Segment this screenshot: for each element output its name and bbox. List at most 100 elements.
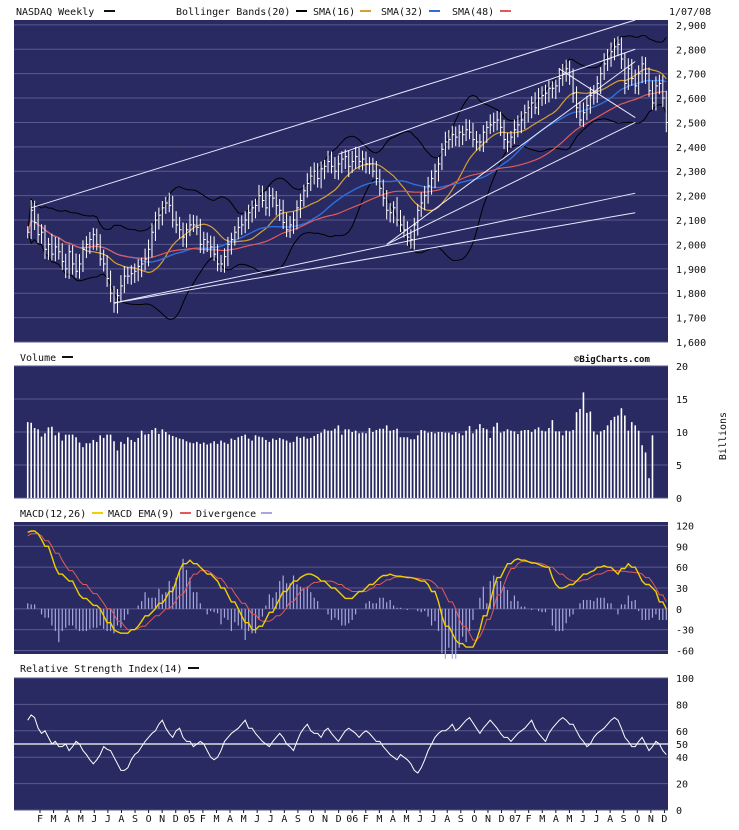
y-tick-label: -30 (676, 626, 694, 637)
x-tick-label: D (173, 814, 179, 825)
y-tick-label: 100 (676, 674, 694, 685)
y-tick-label: 1,600 (676, 338, 706, 349)
sma16-label: SMA(16) (313, 7, 355, 18)
x-tick-label: O (308, 814, 314, 825)
macd-panel: -60 -30 0 30 60 90 120 MACD(12,26) MACD EMA(9)… (14, 509, 694, 659)
x-tick-label: J (580, 814, 586, 825)
x-tick-label: M (376, 814, 382, 825)
x-tick-label: M (241, 814, 247, 825)
rsi-axis: 0 20 40 50 60 80 100 (676, 674, 694, 817)
price-bars (27, 36, 669, 314)
y-tick-label: 60 (676, 563, 688, 574)
y-tick-label: 30 (676, 584, 688, 595)
macd-line (27, 530, 667, 648)
volume-panel: 0 5 10 15 20 Volume ©BigCharts.com Billions (14, 353, 729, 505)
volume-swatch (62, 356, 73, 358)
y-tick-label: 5 (676, 461, 682, 472)
y-tick-label: 0 (676, 494, 682, 505)
x-tick-label: J (105, 814, 111, 825)
x-tick-label: N (159, 814, 165, 825)
x-tick-label: S (295, 814, 301, 825)
y-tick-label: 2,900 (676, 21, 706, 32)
sma48-line (27, 90, 667, 259)
x-tick-label: J (594, 814, 600, 825)
y-tick-label: 1,700 (676, 314, 706, 325)
x-tick-label: A (553, 814, 559, 825)
x-tick-label: M (566, 814, 572, 825)
x-tick-label: D (499, 814, 505, 825)
x-tick-label: A (444, 814, 450, 825)
price-grid (14, 24, 668, 343)
macd-swatch (92, 512, 103, 514)
x-tick-label: J (268, 814, 274, 825)
chart-title: NASDAQ Weekly (16, 7, 94, 18)
y-tick-label: 0 (676, 605, 682, 616)
rsi-lines (14, 714, 668, 774)
sma16-swatch (360, 10, 371, 12)
macd-lines (27, 530, 667, 648)
x-axis-labels: F M A M J J A S O N D 05 F M A M J J A S O N D 06 F M A M J J A S O N D 07 F… (37, 810, 667, 825)
y-tick-label: 1,800 (676, 289, 706, 300)
x-tick-label: O (146, 814, 152, 825)
x-tick-label: D (661, 814, 667, 825)
macd-title: MACD(12,26) (20, 509, 86, 520)
x-tick-label: 07 (509, 814, 521, 825)
macd-axis: -60 -30 0 30 60 90 120 (676, 521, 694, 657)
divergence-label: Divergence (196, 509, 256, 520)
y-tick-label: 20 (676, 780, 688, 791)
x-tick-label: J (431, 814, 437, 825)
bollinger-label: Bollinger Bands(20) (176, 7, 290, 18)
bollinger-lower-line (27, 103, 667, 320)
x-tick-label: M (213, 814, 219, 825)
x-tick-label: M (51, 814, 57, 825)
x-tick-label: J (254, 814, 260, 825)
sma48-label: SMA(48) (452, 7, 494, 18)
x-tick-label: A (281, 814, 287, 825)
divergence-swatch (261, 512, 272, 514)
x-tick-label: S (458, 814, 464, 825)
y-tick-label: 2,200 (676, 192, 706, 203)
x-tick-label: J (91, 814, 97, 825)
x-tick-label: F (363, 814, 369, 825)
y-tick-label: 1,900 (676, 265, 706, 276)
x-tick-label: M (78, 814, 84, 825)
macd-grid (14, 524, 668, 652)
y-tick-label: 120 (676, 521, 694, 532)
y-tick-label: 2,800 (676, 45, 706, 56)
y-tick-label: 2,400 (676, 143, 706, 154)
y-tick-label: 2,000 (676, 240, 706, 251)
macd-ema-label: MACD EMA(9) (108, 509, 174, 520)
rsi-title: Relative Strength Index(14) (20, 664, 183, 675)
macd-divergence-histogram (27, 558, 667, 659)
x-tick-label: N (485, 814, 491, 825)
rsi-line (27, 714, 667, 774)
sma48-swatch (500, 10, 511, 12)
x-tick-label: 05 (183, 814, 195, 825)
x-tick-label: N (322, 814, 328, 825)
x-tick-label: A (64, 814, 70, 825)
y-tick-label: -60 (676, 647, 694, 658)
x-tick-label: F (37, 814, 43, 825)
y-tick-label: 2,500 (676, 118, 706, 129)
y-tick-label: 2,100 (676, 216, 706, 227)
x-tick-label: F (200, 814, 206, 825)
chart-date: 1/07/08 (669, 7, 711, 18)
y-tick-label: 2,600 (676, 94, 706, 105)
y-tick-label: 50 (676, 740, 688, 751)
y-tick-label: 2,300 (676, 167, 706, 178)
y-tick-label: 20 (676, 362, 688, 373)
y-tick-label: 80 (676, 700, 688, 711)
trend-line (386, 122, 636, 245)
sma32-swatch (429, 10, 440, 12)
x-tick-label: A (607, 814, 613, 825)
price-axis: 1,600 1,700 1,800 1,900 2,000 2,100 2,200 2,300… (676, 21, 706, 349)
y-tick-label: 90 (676, 542, 688, 553)
x-tick-label: A (227, 814, 233, 825)
trend-line (113, 212, 636, 304)
y-tick-label: 0 (676, 806, 682, 817)
title-swatch (104, 10, 115, 12)
x-tick-label: N (648, 814, 654, 825)
x-tick-label: S (621, 814, 627, 825)
y-tick-label: 10 (676, 428, 688, 439)
